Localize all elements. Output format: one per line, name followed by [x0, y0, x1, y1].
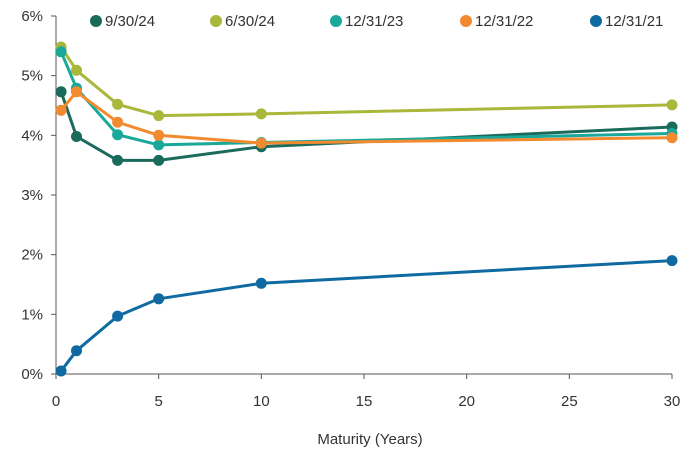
data-point	[153, 129, 165, 141]
legend-label: 9/30/24	[105, 13, 155, 30]
x-axis-title: Maturity (Years)	[317, 431, 422, 448]
legend-label: 12/31/21	[605, 13, 663, 30]
series-3	[55, 46, 678, 151]
legend-marker	[90, 15, 102, 27]
series-4	[55, 86, 678, 149]
data-point	[153, 154, 165, 166]
y-tick-label: 3%	[21, 187, 43, 204]
legend-label: 12/31/23	[345, 13, 403, 30]
data-point	[255, 108, 267, 120]
y-tick-label: 6%	[21, 8, 43, 25]
legend-marker	[460, 15, 472, 27]
x-tick-label: 30	[664, 393, 681, 410]
legend-marker	[210, 15, 222, 27]
y-axis: 0% 1% 2% 3% 4% 5% 6%	[21, 8, 57, 383]
x-tick-label: 20	[458, 393, 475, 410]
data-point	[112, 98, 124, 110]
x-tick-label: 5	[154, 393, 162, 410]
data-point	[55, 86, 67, 98]
series-1	[55, 86, 678, 166]
data-point	[71, 131, 82, 142]
data-point	[666, 255, 678, 267]
data-point	[71, 64, 82, 76]
y-tick-label: 1%	[21, 306, 43, 323]
data-point	[153, 293, 165, 305]
y-tick-label: 2%	[21, 247, 43, 264]
legend-marker	[330, 15, 342, 27]
data-point	[71, 345, 82, 357]
data-point	[153, 139, 165, 151]
x-tick-label: 0	[52, 393, 60, 410]
y-tick-label: 5%	[21, 68, 43, 85]
y-tick-label: 0%	[21, 366, 43, 383]
legend-label: 6/30/24	[225, 13, 275, 30]
data-point	[112, 154, 124, 166]
legend-item: 12/31/23	[330, 13, 403, 30]
x-axis: 0 5 10 15 20 25 30	[52, 373, 681, 410]
x-tick-label: 10	[253, 393, 270, 410]
x-tick-label: 15	[356, 393, 373, 410]
data-point	[55, 46, 67, 58]
legend: 9/30/24 6/30/24 12/31/23 12/31/22 12/31/21	[90, 13, 663, 30]
data-point	[112, 129, 124, 141]
data-point	[255, 277, 267, 289]
series-2	[55, 41, 678, 122]
y-tick-label: 4%	[21, 127, 43, 144]
series-line	[59, 45, 674, 118]
data-point	[112, 310, 124, 322]
data-point	[71, 86, 82, 98]
legend-label: 12/31/22	[475, 13, 533, 30]
legend-item: 9/30/24	[90, 13, 155, 30]
x-tick-label: 25	[561, 393, 578, 410]
data-point	[153, 110, 165, 122]
series-layer	[55, 41, 678, 377]
legend-item: 6/30/24	[210, 13, 275, 30]
series-line	[59, 259, 674, 373]
data-point	[666, 99, 678, 111]
data-point	[255, 137, 267, 149]
data-point	[112, 116, 124, 128]
legend-marker	[590, 15, 602, 27]
series-5	[55, 255, 678, 377]
legend-item: 12/31/21	[590, 13, 663, 30]
series-line	[59, 90, 674, 162]
data-point	[55, 365, 67, 377]
legend-item: 12/31/22	[460, 13, 533, 30]
data-point	[55, 104, 67, 116]
data-point	[666, 132, 678, 144]
